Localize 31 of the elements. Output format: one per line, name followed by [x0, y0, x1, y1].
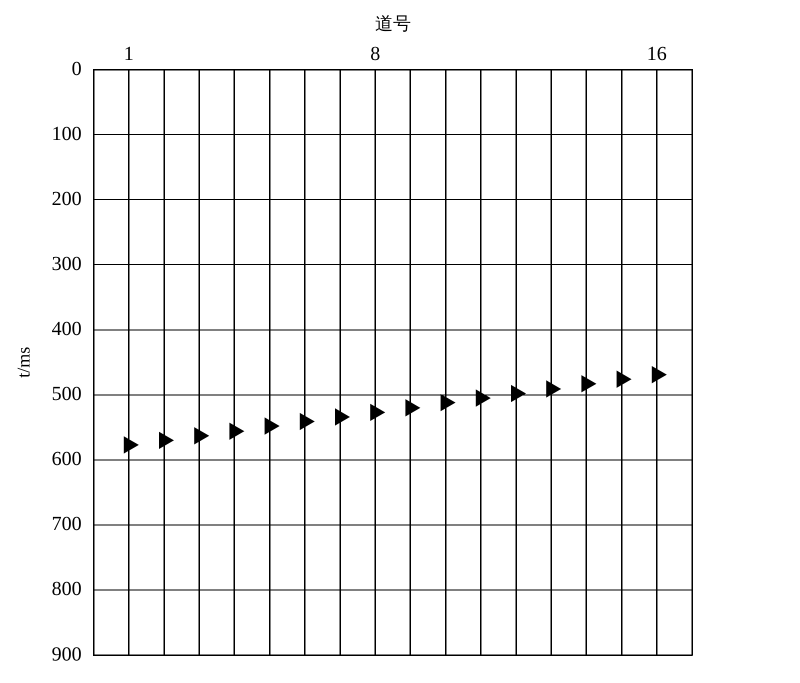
point — [652, 366, 666, 383]
x-axis-title: 道号 — [374, 13, 411, 34]
y-tick-label: 300 — [52, 252, 82, 275]
y-tick-label: 0 — [72, 58, 82, 80]
y-tick-label: 900 — [52, 643, 82, 666]
point — [581, 375, 596, 392]
point — [159, 432, 174, 449]
point — [546, 380, 561, 398]
point — [194, 428, 209, 444]
point — [264, 418, 280, 434]
point — [300, 413, 314, 430]
y-tick-label: 800 — [52, 578, 82, 600]
y-tick-label: 400 — [52, 318, 82, 340]
point — [616, 370, 632, 388]
point — [124, 436, 138, 454]
y-tick-label: 100 — [52, 122, 82, 145]
y-tick-label: 500 — [52, 383, 82, 406]
point — [476, 390, 490, 406]
y-tick-label: 200 — [52, 188, 82, 210]
y-tick-label: 600 — [52, 448, 82, 470]
point — [370, 404, 385, 421]
x-tick-label: 1 — [124, 42, 134, 65]
y-axis-title: t/ms — [14, 346, 34, 378]
y-tick-label: 700 — [52, 513, 82, 536]
x-tick-label: 8 — [370, 42, 380, 65]
x-tick-label: 16 — [646, 42, 667, 65]
point — [511, 385, 526, 402]
point — [405, 400, 420, 416]
point — [335, 408, 350, 426]
point — [229, 422, 244, 440]
point — [440, 394, 456, 411]
